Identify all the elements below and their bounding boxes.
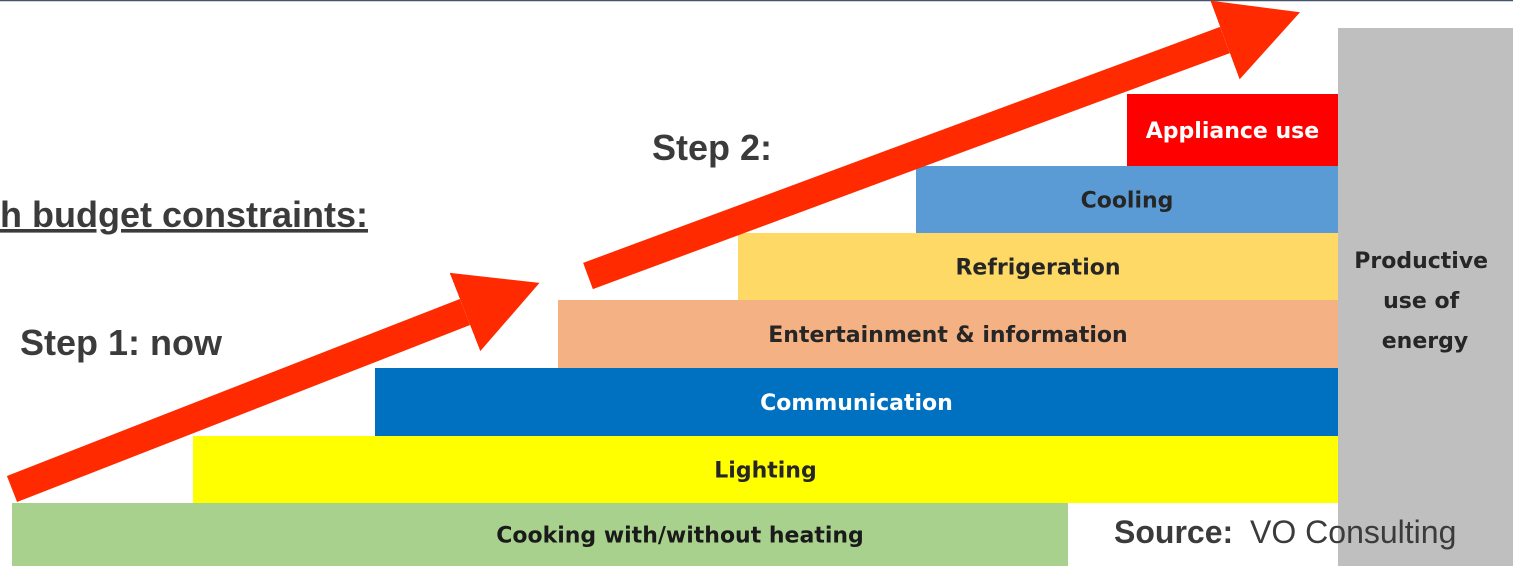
step-label: Communication: [760, 391, 953, 416]
step-bar: [1127, 94, 1338, 166]
source-label: Source:: [1114, 514, 1233, 550]
step-bar: [738, 233, 1338, 300]
step-bar: [558, 300, 1338, 368]
step-label: Appliance use: [1146, 119, 1319, 144]
productive-line: Productive: [1354, 249, 1488, 274]
productive-line: use of: [1383, 289, 1459, 314]
source-text: VO Consulting: [1250, 514, 1456, 550]
source: Source: VO Consulting: [1114, 514, 1456, 550]
step-label: Cooking with/without heating: [496, 524, 864, 549]
step-label: Refrigeration: [955, 256, 1120, 281]
step-label: Cooling: [1081, 189, 1174, 214]
arrow: [6, 272, 540, 503]
step-bar: [193, 436, 1338, 503]
step-1: Step 1: now: [20, 322, 223, 363]
step-bar: [375, 368, 1338, 436]
step-label: Lighting: [714, 459, 816, 484]
steps: Cooking with/without heating Lighting Comm…: [12, 94, 1513, 566]
source-box: [1068, 503, 1338, 566]
productive-line: energy: [1382, 329, 1468, 354]
step-2: Step 2:: [652, 127, 772, 168]
step-label: Entertainment & information: [768, 323, 1127, 348]
arrow: [583, 0, 1301, 290]
productive-box: [1338, 28, 1513, 566]
productive-label: Productive use of energy: [1354, 249, 1496, 354]
heading: h budget constraints:: [0, 194, 368, 235]
step-bar: [916, 166, 1338, 233]
